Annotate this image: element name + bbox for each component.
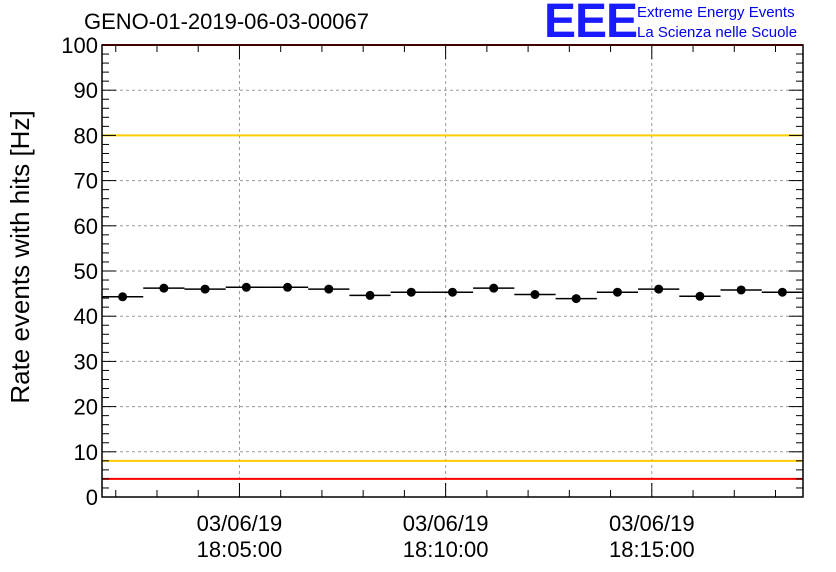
x-tick-date-label: 03/06/19 bbox=[609, 511, 695, 536]
data-point bbox=[654, 284, 664, 294]
y-tick-label: 100 bbox=[61, 33, 98, 58]
data-point bbox=[324, 284, 334, 294]
reference-lines bbox=[102, 44, 803, 480]
data-point bbox=[695, 291, 705, 301]
data-point bbox=[530, 290, 540, 300]
eee-logo: EEE Extreme Energy Events La Scienza nel… bbox=[540, 0, 832, 48]
data-point bbox=[448, 287, 457, 297]
data-point bbox=[118, 292, 128, 302]
data-point bbox=[241, 282, 251, 292]
y-tick-label: 80 bbox=[74, 123, 98, 148]
y-tick-label: 60 bbox=[74, 214, 98, 239]
y-tick-label: 0 bbox=[86, 485, 98, 510]
x-tick-time-label: 18:15:00 bbox=[609, 537, 695, 562]
x-tick-date-label: 03/06/19 bbox=[403, 511, 489, 536]
data-point bbox=[200, 284, 210, 294]
x-tick-date-label: 03/06/19 bbox=[197, 511, 283, 536]
y-axis-label: Rate events with hits [Hz] bbox=[5, 110, 35, 403]
data-point bbox=[777, 287, 787, 297]
grid-layer bbox=[102, 45, 803, 497]
data-series bbox=[102, 282, 803, 304]
tick-labels: 010203040506070809010003/06/1918:05:0003… bbox=[61, 33, 694, 562]
data-point bbox=[736, 285, 746, 295]
y-tick-label: 20 bbox=[74, 395, 98, 420]
plot-frame bbox=[101, 44, 804, 498]
data-point bbox=[283, 282, 293, 292]
x-tick-time-label: 18:10:00 bbox=[403, 537, 489, 562]
data-point bbox=[489, 283, 499, 293]
x-tick-time-label: 18:05:00 bbox=[197, 537, 283, 562]
y-tick-label: 10 bbox=[74, 440, 98, 465]
y-tick-label: 30 bbox=[74, 349, 98, 374]
logo-line-2: La Scienza nelle Scuole bbox=[637, 24, 798, 41]
y-tick-label: 40 bbox=[74, 304, 98, 329]
eee-logo-mark: EEE bbox=[544, 0, 638, 48]
y-tick-label: 50 bbox=[74, 259, 98, 284]
data-point bbox=[406, 287, 416, 297]
data-point bbox=[612, 287, 622, 297]
axis-ticks bbox=[102, 44, 803, 498]
y-tick-label: 70 bbox=[74, 169, 98, 194]
data-point bbox=[365, 290, 375, 300]
y-tick-label: 90 bbox=[74, 78, 98, 103]
logo-line-1: Extreme Energy Events bbox=[637, 4, 795, 21]
run-title: GENO-01-2019-06-03-00067 bbox=[84, 9, 369, 34]
data-point bbox=[571, 294, 581, 304]
data-point bbox=[159, 283, 169, 293]
